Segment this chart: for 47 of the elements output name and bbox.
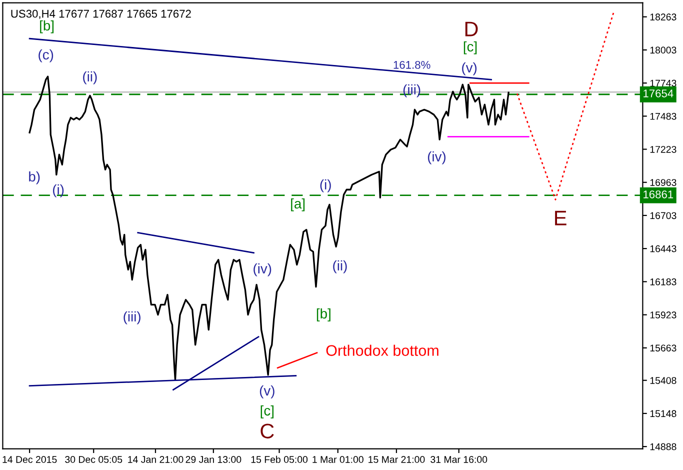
annotation: D (465, 22, 478, 36)
annotation: b) (29, 171, 40, 184)
annotation: (v) (260, 385, 274, 398)
y-tick-label: 15663 (650, 344, 676, 352)
annotation: (i) (52, 184, 64, 198)
annotation: C (260, 424, 274, 438)
annotation: [a] (291, 198, 305, 212)
x-tick-label: 1 Mar 01:00 (312, 456, 364, 463)
y-tick-label: 15923 (650, 312, 676, 318)
annotation: 161.8% (394, 60, 430, 69)
annotation: [c] (260, 405, 274, 418)
y-tick-label: 16183 (650, 278, 676, 286)
y-tick-label: 17223 (650, 146, 676, 153)
x-tick-label: 30 Dec 05:05 (65, 456, 122, 463)
x-tick-label: 15 Mar 21:00 (368, 456, 425, 463)
y-tick-label: 15148 (650, 410, 676, 418)
annotation: (iv) (428, 151, 446, 164)
x-tick-label: 14 Jan 21:00 (128, 456, 184, 463)
annotation: (ii) (83, 71, 97, 84)
y-tick-label: 16443 (650, 245, 676, 252)
y-tick-label: 18263 (650, 14, 676, 20)
y-tick-label: 15408 (650, 377, 676, 384)
annotation: (iv) (254, 263, 272, 276)
annotation: (ii) (333, 260, 347, 274)
annotation: (c) (38, 49, 54, 62)
annotation: [b] (316, 308, 330, 322)
annotation: (iii) (124, 311, 140, 324)
x-tick-label: 15 Feb 05:00 (251, 456, 308, 463)
annotation: [c] (464, 41, 477, 54)
y-tick-label: 14888 (650, 443, 676, 450)
annotation: (v) (462, 62, 477, 76)
ref-line-label: 16861 (644, 190, 674, 198)
annotation: [b] (40, 20, 54, 34)
y-tick-label: 16963 (650, 179, 676, 186)
text: US30,H4 17677 17687 17665 17672 (11, 10, 191, 19)
annotation: E (555, 210, 566, 226)
x-tick-label: 14 Dec 2015 (2, 456, 57, 463)
y-tick-label: 17483 (650, 112, 676, 120)
x-tick-label: 29 Jan 13:00 (186, 456, 242, 463)
annotation: (iii) (403, 84, 420, 98)
annotation: (i) (320, 179, 331, 192)
y-tick-label: 17743 (650, 80, 676, 87)
ref-line-label: 17654 (644, 89, 674, 98)
annotation: Orthodox bottom (326, 344, 438, 356)
x-tick-label: 31 Mar 16:00 (430, 456, 488, 463)
y-tick-label: 16703 (650, 212, 676, 220)
y-tick-label: 18003 (650, 46, 676, 54)
